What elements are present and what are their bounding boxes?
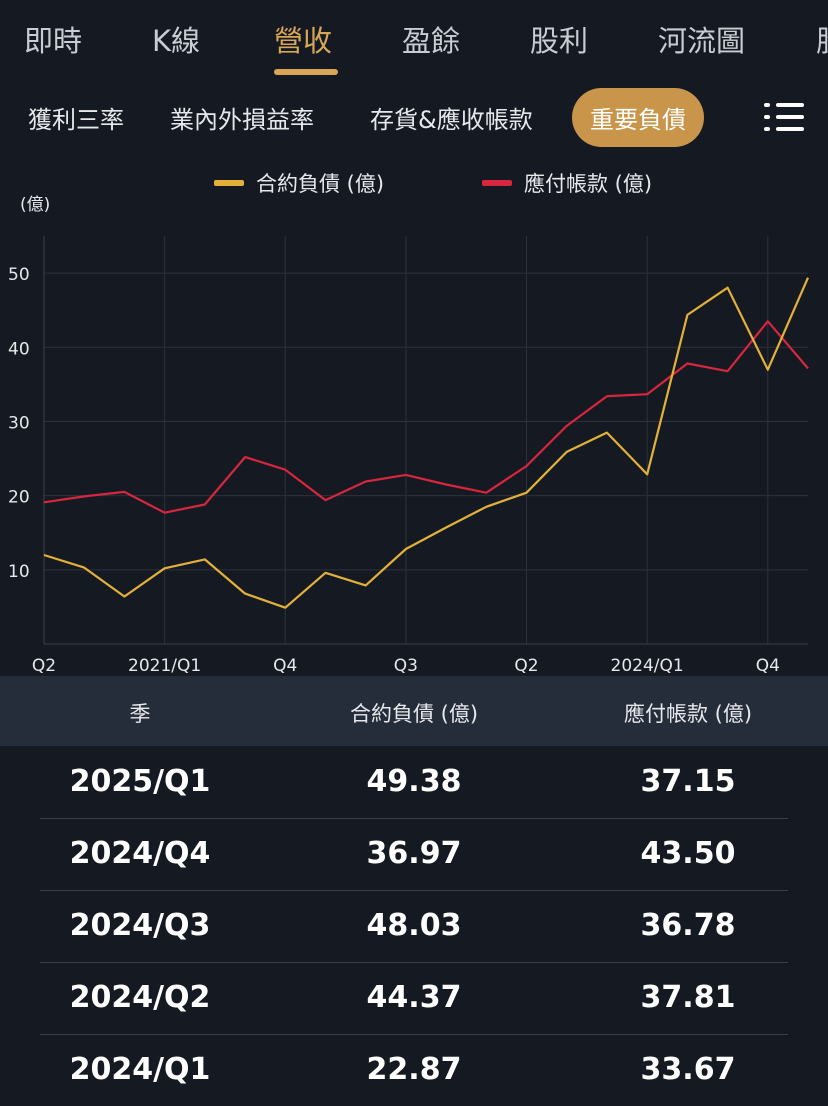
chart-grid	[43, 236, 808, 645]
sub-tab-bar: 獲利三率 業內外損益率 存貨&應收帳款 重要負債	[0, 84, 828, 148]
y-tick-label: 30	[8, 413, 30, 433]
menu-icon[interactable]	[764, 102, 804, 132]
series-line-contract-liabilities	[43, 277, 810, 609]
liabilities-line-chart: 10 20 30 40 50 Q2 2021/Q1 Q4 Q3 Q2 2024/Q1 Q4	[8, 236, 810, 676]
cell-quarter: 2024/Q4	[69, 836, 211, 871]
tab-realtime[interactable]: 即時	[24, 24, 83, 58]
legend-swatch-red	[482, 180, 512, 186]
x-tick-label: Q4	[273, 656, 297, 676]
cell-contract-liabilities: 36.97	[366, 836, 462, 871]
table-row[interactable]: 2024/Q2 44.37 37.81	[40, 962, 788, 1034]
header-contract-liabilities: 合約負債 (億)	[349, 702, 479, 726]
row-divider	[40, 962, 788, 963]
tab-earnings[interactable]: 盈餘	[402, 24, 461, 58]
row-divider	[40, 890, 788, 891]
cell-contract-liabilities: 22.87	[366, 1052, 462, 1087]
cell-accounts-payable: 37.81	[640, 980, 736, 1015]
tab-river-chart[interactable]: 河流圖	[658, 24, 746, 58]
active-tab-indicator	[274, 69, 338, 75]
legend-contract-liabilities[interactable]: 合約負債 (億)	[214, 168, 384, 198]
top-tab-bar: 即時 K線 營收 盈餘 股利 河流圖 股	[0, 0, 828, 80]
y-tick-label: 20	[8, 488, 30, 508]
x-tick-label: Q4	[756, 656, 780, 676]
table-row[interactable]: 2024/Q3 48.03 36.78	[40, 890, 788, 962]
x-axis-ticks: Q2 2021/Q1 Q4 Q3 Q2 2024/Q1 Q4	[32, 656, 780, 676]
y-axis-unit: (億)	[20, 195, 51, 215]
x-tick-label: Q3	[394, 656, 418, 676]
header-accounts-payable: 應付帳款 (億)	[623, 702, 753, 726]
y-tick-label: 50	[8, 265, 30, 285]
cell-accounts-payable: 33.67	[640, 1052, 736, 1087]
subtab-major-liabilities[interactable]: 重要負債	[572, 88, 704, 147]
x-tick-label: Q2	[514, 656, 538, 676]
tab-kline[interactable]: K線	[152, 24, 201, 58]
subtab-profit-ratios[interactable]: 獲利三率	[28, 106, 124, 134]
cell-contract-liabilities: 48.03	[366, 908, 462, 943]
row-divider	[40, 1034, 788, 1035]
cell-contract-liabilities: 44.37	[366, 980, 462, 1015]
table-row[interactable]: 2024/Q1 22.87 33.67	[40, 1034, 788, 1106]
cell-quarter: 2025/Q1	[69, 764, 211, 799]
tab-dividend[interactable]: 股利	[530, 24, 589, 58]
chart-series	[43, 277, 810, 609]
legend-accounts-payable[interactable]: 應付帳款 (億)	[482, 168, 652, 198]
table-row[interactable]: 2024/Q4 36.97 43.50	[40, 818, 788, 890]
y-axis-ticks: 10 20 30 40 50	[8, 265, 30, 582]
cell-accounts-payable: 37.15	[640, 764, 736, 799]
row-divider	[40, 818, 788, 819]
table-row[interactable]: 2025/Q1 49.38 37.15	[40, 746, 788, 818]
legend-swatch-gold	[214, 180, 244, 186]
cell-quarter: 2024/Q1	[69, 1052, 211, 1087]
y-tick-label: 40	[8, 339, 30, 359]
header-quarter: 季	[129, 702, 151, 726]
x-tick-label: Q2	[32, 656, 56, 676]
legend-label: 應付帳款 (億)	[524, 172, 653, 196]
cell-accounts-payable: 36.78	[640, 908, 736, 943]
x-tick-label: 2021/Q1	[128, 656, 201, 676]
tab-next-partial[interactable]: 股	[816, 18, 828, 60]
cell-contract-liabilities: 49.38	[366, 764, 462, 799]
subtab-inventory-receivables[interactable]: 存貨&應收帳款	[370, 106, 533, 134]
tab-revenue[interactable]: 營收	[274, 24, 333, 58]
table-header: 季 合約負債 (億) 應付帳款 (億)	[0, 676, 828, 746]
cell-accounts-payable: 43.50	[640, 836, 736, 871]
y-tick-label: 10	[8, 562, 30, 582]
x-tick-label: 2024/Q1	[611, 656, 684, 676]
series-line-accounts-payable	[43, 320, 809, 514]
cell-quarter: 2024/Q2	[69, 980, 211, 1015]
subtab-non-operating-ratio[interactable]: 業內外損益率	[170, 106, 314, 134]
cell-quarter: 2024/Q3	[69, 908, 211, 943]
legend-label: 合約負債 (億)	[256, 172, 385, 196]
